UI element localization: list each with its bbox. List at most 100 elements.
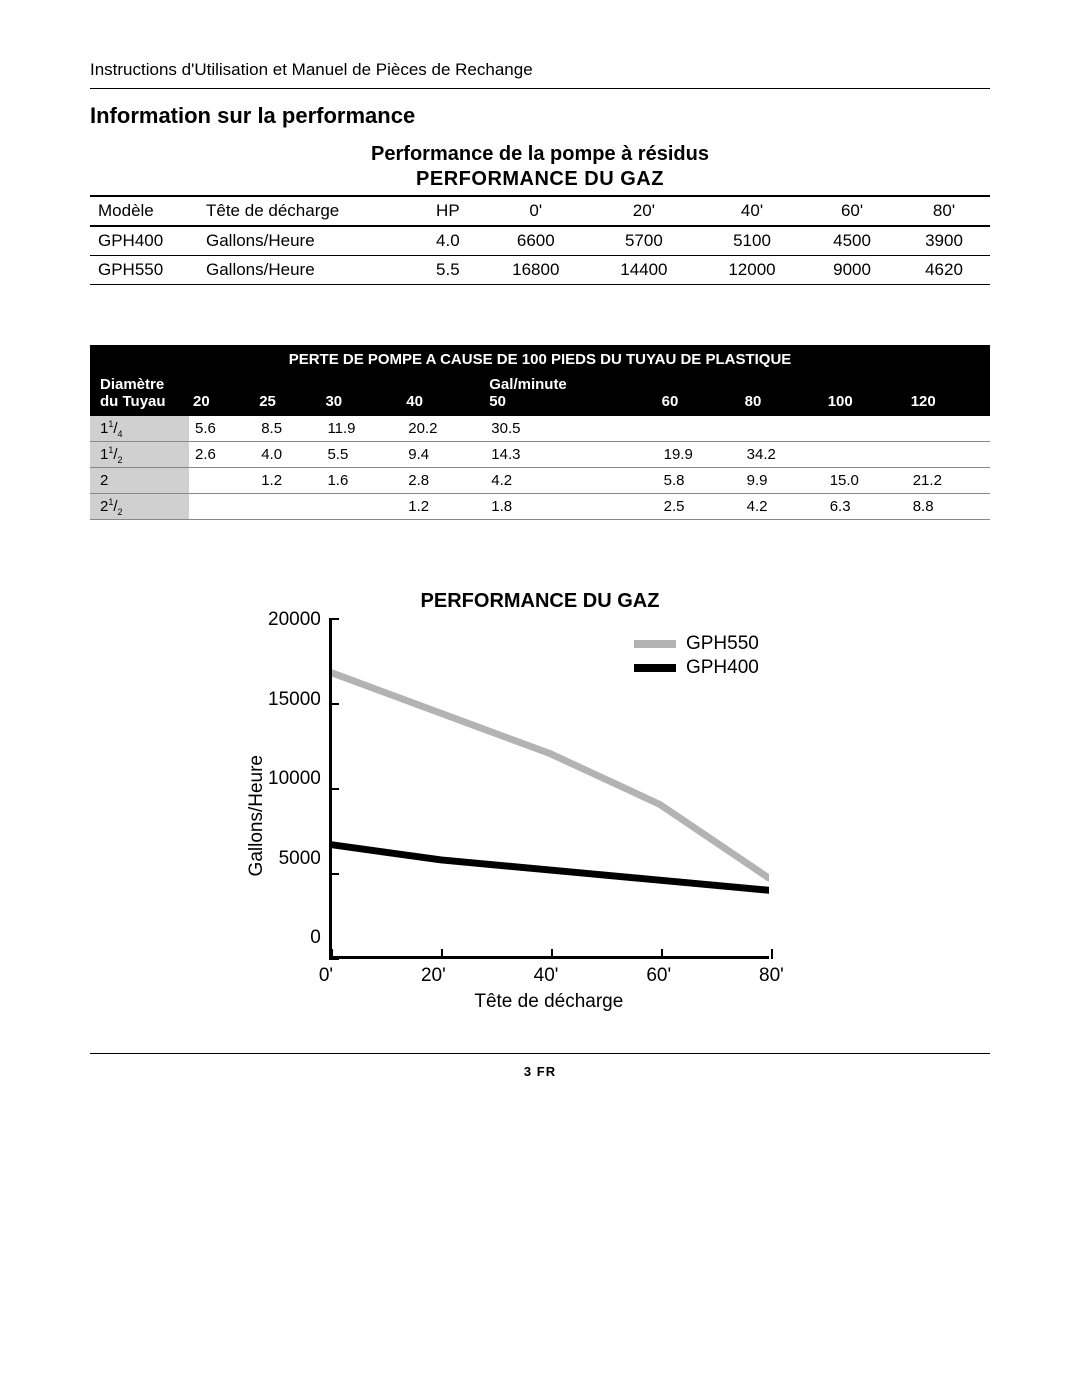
ytick-label: 15000 — [268, 689, 321, 711]
table-cell: 5100 — [698, 226, 806, 256]
chart-legend: GPH550GPH400 — [634, 633, 759, 681]
table-header: 80 — [741, 374, 824, 416]
table-header: Modèle — [90, 196, 198, 226]
heading-sub: Performance de la pompe à résidus — [90, 143, 990, 166]
table-cell: 9.4 — [402, 442, 485, 468]
xtick-label: 40' — [534, 965, 559, 987]
table-cell: 1.8 — [485, 494, 657, 520]
table-cell: 5.5 — [321, 442, 402, 468]
ytick-label: 10000 — [268, 768, 321, 790]
table-cell — [255, 494, 321, 520]
table-cell: 14.3 — [485, 442, 657, 468]
table-cell: 21/2 — [90, 494, 189, 520]
table-cell: 21.2 — [907, 468, 990, 494]
table-header: 80' — [898, 196, 990, 226]
ytick-label: 5000 — [279, 848, 321, 870]
chart-xlabel: Tête de décharge — [329, 991, 769, 1013]
table-cell: 3900 — [898, 226, 990, 256]
table-cell: 2.6 — [189, 442, 255, 468]
table-header: 20' — [590, 196, 698, 226]
table-cell: 6600 — [482, 226, 590, 256]
table-cell — [321, 494, 402, 520]
table-cell: 4.2 — [741, 494, 824, 520]
divider-bottom — [90, 1053, 990, 1054]
table-cell: 34.2 — [741, 442, 824, 468]
table-cell: 9.9 — [741, 468, 824, 494]
table-cell — [907, 416, 990, 442]
heading-info: Information sur la performance — [90, 103, 990, 129]
table-header: 120 — [907, 374, 990, 416]
chart-title: PERFORMANCE DU GAZ — [240, 590, 840, 613]
table-cell — [824, 416, 907, 442]
legend-item: GPH400 — [634, 657, 759, 679]
table-cell — [907, 442, 990, 468]
table-cell: 5.6 — [189, 416, 255, 442]
table-cell: 4.0 — [255, 442, 321, 468]
table-header: 40' — [698, 196, 806, 226]
table-cell: 6.3 — [824, 494, 907, 520]
table-header: 100 — [824, 374, 907, 416]
table-cell — [189, 494, 255, 520]
table-cell: 2 — [90, 468, 189, 494]
table-cell — [824, 442, 907, 468]
heading-perf-1: PERFORMANCE DU GAZ — [90, 168, 990, 191]
page-footer: 3 FR — [90, 1064, 990, 1079]
table-header: 40 — [402, 374, 485, 416]
chart-plot-area: GPH550GPH400 — [329, 619, 769, 959]
table-cell: 4.0 — [414, 226, 482, 256]
table-cell: 19.9 — [658, 442, 741, 468]
table-cell: 9000 — [806, 256, 898, 285]
table-cell: 8.8 — [907, 494, 990, 520]
xtick-label: 80' — [759, 965, 784, 987]
pipe-loss-title: PERTE DE POMPE A CAUSE DE 100 PIEDS DU T… — [90, 345, 990, 374]
table-cell: GPH400 — [90, 226, 198, 256]
table-cell: 1.6 — [321, 468, 402, 494]
ytick-label: 0 — [310, 927, 321, 949]
performance-table: ModèleTête de déchargeHP0'20'40'60'80' G… — [90, 195, 990, 285]
chart-series-line — [332, 845, 769, 890]
table-cell: 4.2 — [485, 468, 657, 494]
table-header: 30 — [321, 374, 402, 416]
xtick-label: 20' — [421, 965, 446, 987]
table-cell: 1.2 — [402, 494, 485, 520]
table-cell: Gallons/Heure — [198, 256, 414, 285]
doc-header: Instructions d'Utilisation et Manuel de … — [90, 60, 990, 80]
legend-swatch — [634, 640, 676, 648]
table-header: 20 — [189, 374, 255, 416]
table-header: 60' — [806, 196, 898, 226]
table-cell: 11/2 — [90, 442, 189, 468]
table-cell: 15.0 — [824, 468, 907, 494]
chart-xticks: 0'20'40'60'80' — [319, 965, 784, 987]
table-cell — [741, 416, 824, 442]
table-cell — [658, 416, 741, 442]
table-header: 60 — [658, 374, 741, 416]
table-header: 25 — [255, 374, 321, 416]
legend-item: GPH550 — [634, 633, 759, 655]
table-header: Diamètredu Tuyau — [90, 374, 189, 416]
table-header: Tête de décharge — [198, 196, 414, 226]
table-cell: 1.2 — [255, 468, 321, 494]
table-header: Gal/minute50 — [485, 374, 657, 416]
chart-yticks: 20000 15000 10000 5000 0 — [268, 609, 329, 949]
chart-ylabel: Gallons/Heure — [240, 755, 268, 876]
table-cell: Gallons/Heure — [198, 226, 414, 256]
legend-label: GPH400 — [686, 657, 759, 679]
table-cell: 4620 — [898, 256, 990, 285]
table-cell: 5.8 — [658, 468, 741, 494]
legend-label: GPH550 — [686, 633, 759, 655]
pipe-loss-table: PERTE DE POMPE A CAUSE DE 100 PIEDS DU T… — [90, 345, 990, 520]
table-cell: 11.9 — [321, 416, 402, 442]
table-cell: 12000 — [698, 256, 806, 285]
legend-swatch — [634, 664, 676, 672]
table-cell: 2.5 — [658, 494, 741, 520]
table-cell: 2.8 — [402, 468, 485, 494]
table-cell: 4500 — [806, 226, 898, 256]
ytick-label: 20000 — [268, 609, 321, 631]
table-header: HP — [414, 196, 482, 226]
table-cell: 5.5 — [414, 256, 482, 285]
performance-chart: PERFORMANCE DU GAZ Gallons/Heure 20000 15… — [240, 590, 840, 1013]
table-header: 0' — [482, 196, 590, 226]
divider-top — [90, 88, 990, 89]
table-cell: 16800 — [482, 256, 590, 285]
table-cell: 11/4 — [90, 416, 189, 442]
